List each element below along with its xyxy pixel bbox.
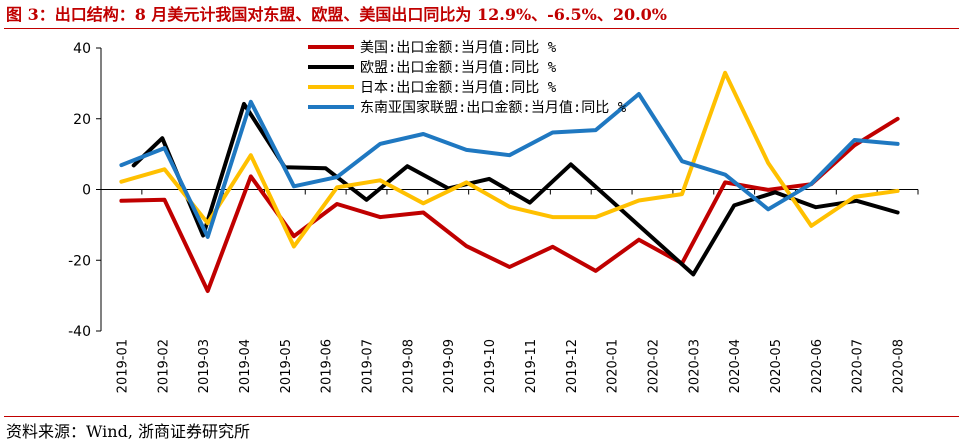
legend-label: 日本:出口金额:当月值:同比 % — [360, 80, 557, 96]
source-note: 资料来源：Wind, 浙商证券研究所 — [6, 422, 251, 441]
source-rule — [4, 416, 959, 417]
y-tick-label: -40 — [68, 324, 91, 340]
x-tick-label: 2019-03 — [197, 339, 212, 393]
figure-title: 图 3：出口结构：8 月美元计我国对东盟、欧盟、美国出口同比为 12.9%、-6… — [6, 5, 668, 24]
x-tick-label: 2019-05 — [279, 339, 294, 393]
x-tick-label: 2020-06 — [810, 339, 825, 393]
x-tick-label: 2020-05 — [769, 339, 784, 393]
x-tick-label: 2020-07 — [851, 339, 866, 393]
x-tick-label: 2019-10 — [483, 339, 498, 393]
y-tick-label: -20 — [68, 253, 91, 269]
series-line-4 — [119, 92, 900, 239]
x-tick-label: 2020-08 — [892, 339, 907, 393]
x-tick-label: 2020-03 — [687, 339, 702, 393]
x-tick-label: 2019-07 — [361, 339, 376, 393]
legend-label: 东南亚国家联盟:出口金额:当月值:同比 % — [360, 99, 627, 116]
series-line-3 — [119, 70, 900, 249]
legend-label: 欧盟:出口金额:当月值:同比 % — [360, 60, 557, 76]
title-rule — [4, 28, 959, 29]
legend: 美国:出口金额:当月值:同比 % 欧盟:出口金额:当月值:同比 % 日本:出口金额:… — [308, 40, 627, 116]
x-tick-label: 2019-09 — [442, 339, 457, 393]
series-line-1 — [119, 116, 900, 293]
x-tick-label: 2020-01 — [606, 339, 621, 393]
y-tick-label: 20 — [73, 112, 91, 128]
y-tick-label: 40 — [73, 41, 91, 57]
x-tick-label: 2019-02 — [156, 339, 171, 393]
y-tick-label: 0 — [82, 183, 91, 199]
x-tick-label: 2020-04 — [728, 339, 743, 393]
legend-label: 美国:出口金额:当月值:同比 % — [360, 40, 557, 56]
plot-lines — [119, 70, 900, 293]
x-axis: 2019-01 2019-02 2019-03 2019-04 2019-05 2019-… — [100, 189, 919, 393]
x-tick-label: 2020-02 — [646, 339, 661, 393]
x-tick-label: 2019-04 — [238, 339, 253, 393]
x-tick-label: 2019-06 — [320, 339, 335, 393]
x-tick-label: 2019-12 — [565, 339, 580, 393]
x-tick-label: 2019-08 — [401, 339, 416, 393]
x-tick-label: 2019-11 — [524, 339, 539, 393]
line-chart: -40 -20 0 20 40 2019-01 2019-02 2019-03 2019-04… — [68, 40, 919, 393]
y-axis: -40 -20 0 20 40 — [68, 41, 102, 340]
x-tick-label: 2019-01 — [115, 339, 130, 393]
